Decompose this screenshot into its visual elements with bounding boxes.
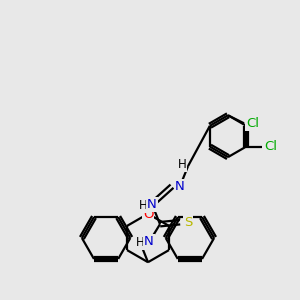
Text: Cl: Cl [265,140,278,153]
Text: H: H [139,199,147,212]
Text: S: S [184,216,192,229]
Text: N: N [147,198,157,211]
Text: Cl: Cl [247,117,260,130]
Text: O: O [143,208,153,221]
Text: H: H [136,236,144,249]
Text: N: N [175,180,185,193]
Text: N: N [144,235,154,248]
Text: H: H [178,158,186,171]
